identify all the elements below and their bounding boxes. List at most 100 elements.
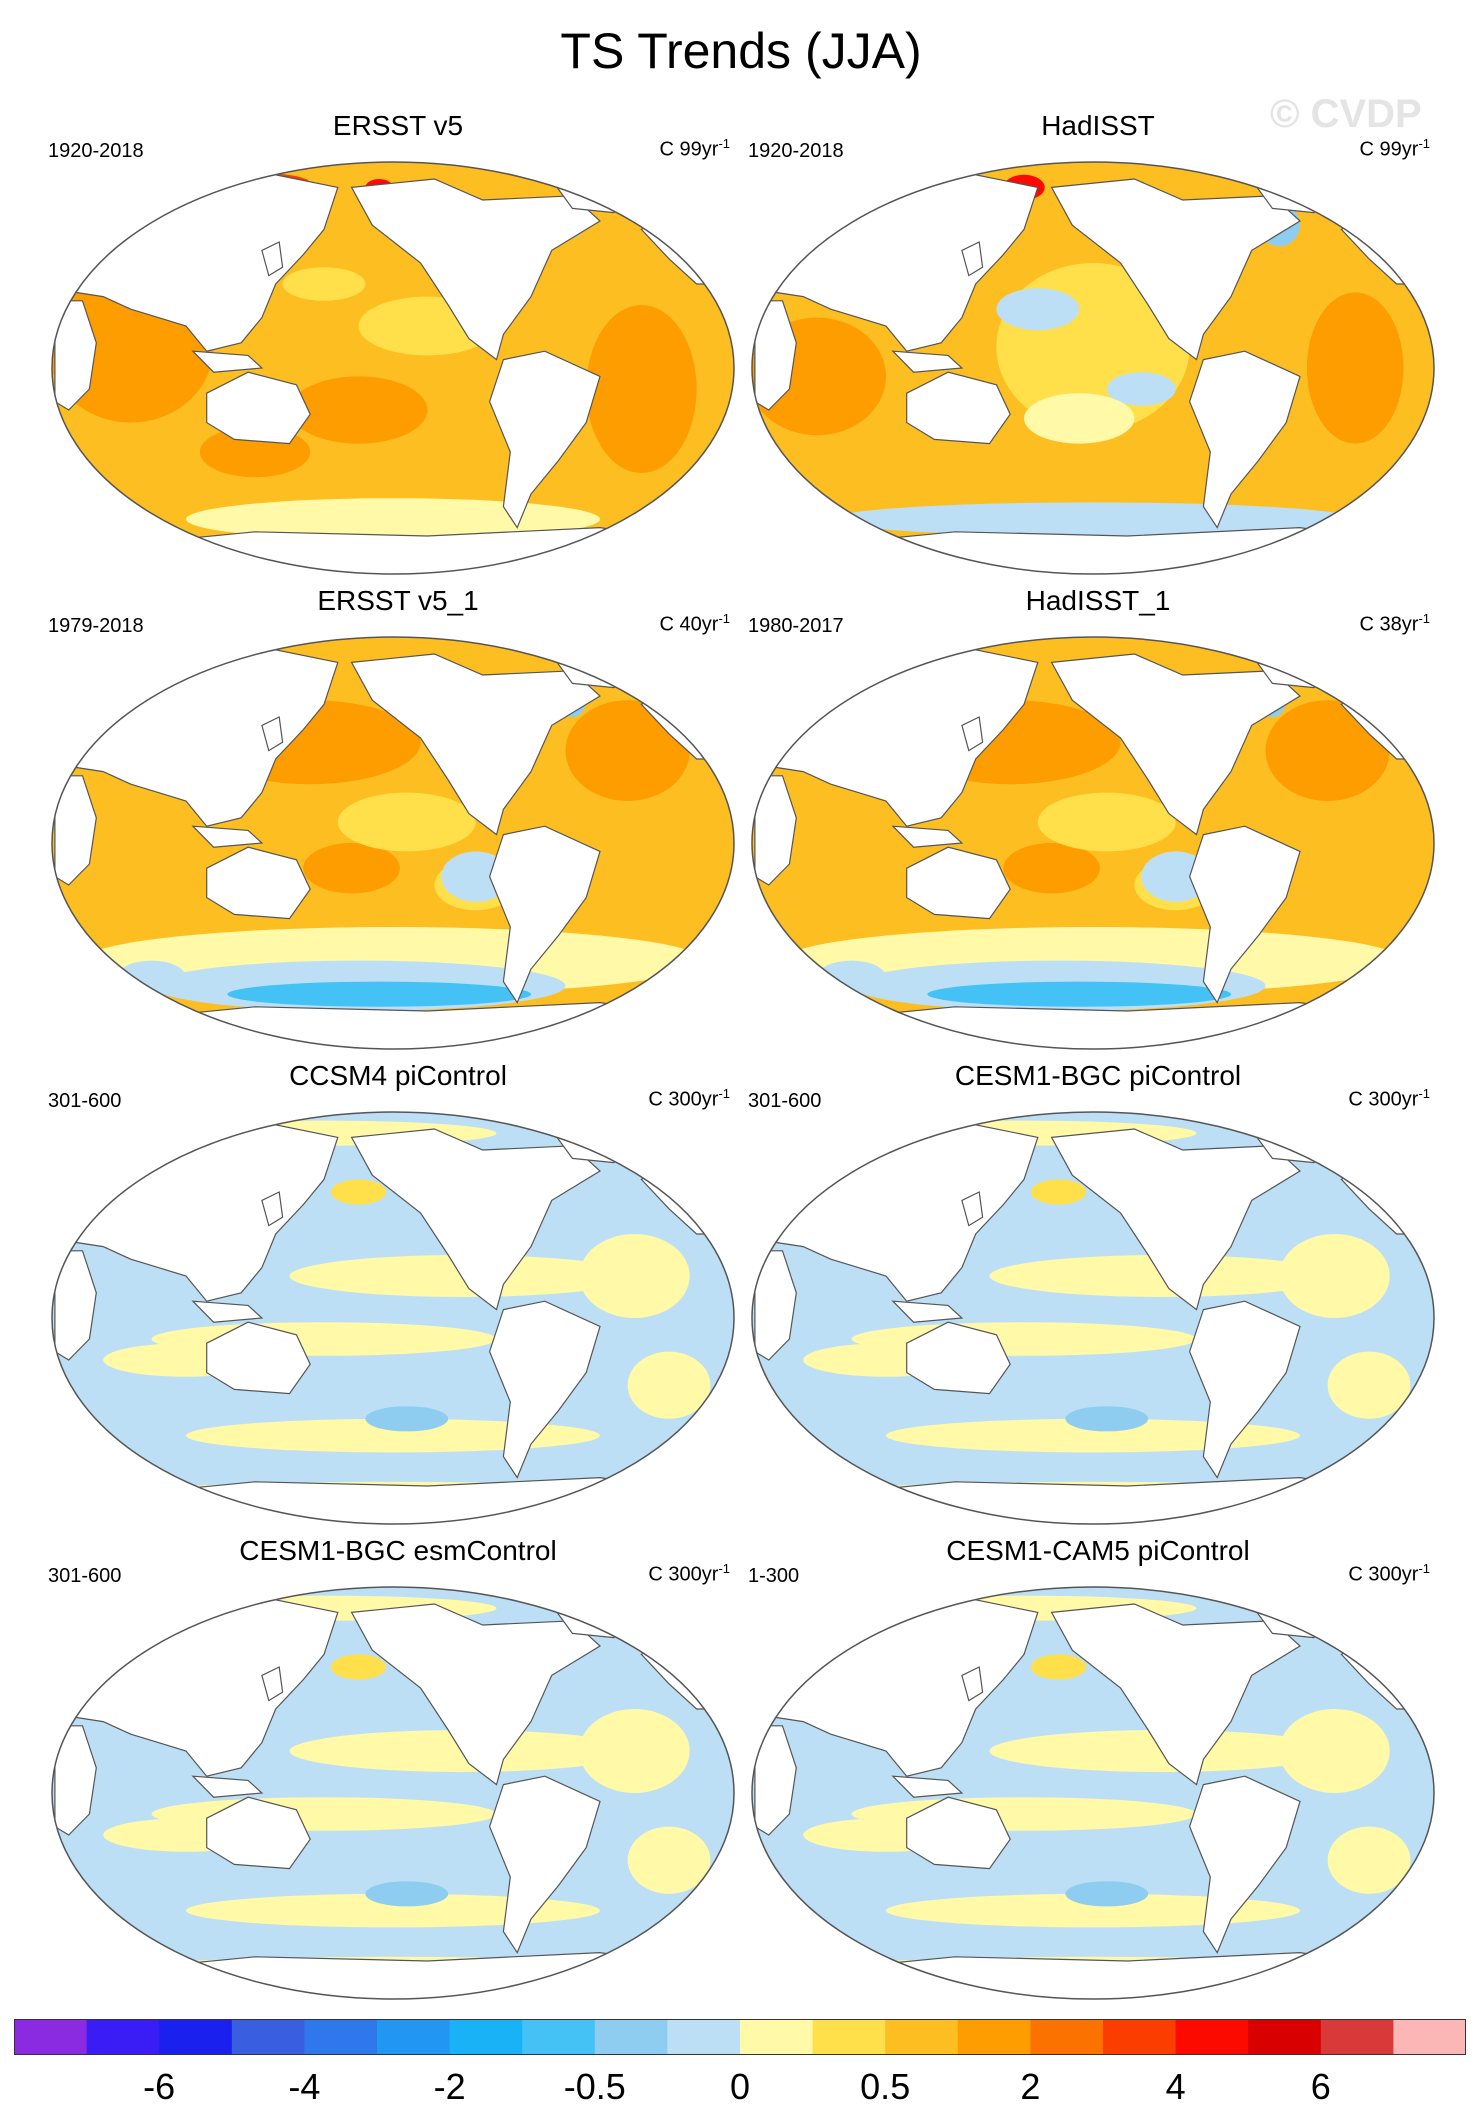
colorbar-segment [885,2019,959,2055]
robinson-map [51,161,735,575]
trend-contour [227,981,531,1007]
colorbar-tick-label: -2 [433,2066,466,2107]
land-samerica [1188,825,1301,1004]
robinson-map [751,636,1435,1050]
colorbar-segment [1175,2019,1249,2055]
land-namerica [350,1128,601,1311]
trend-contour [365,1881,449,1907]
panel-period: 1920-2018 [748,140,844,162]
land-australia [906,1796,1011,1870]
colorbar-segment [1030,2019,1104,2055]
panel-units: C 99yr-1 [659,136,730,161]
land-indonesia [891,825,964,848]
map-panel: HadISST_1 1980-2017 C 38yr-1 [748,585,1448,1055]
colorbar-tick-label: 0 [729,2066,751,2107]
land-japan [261,716,284,752]
trend-contour [627,1826,711,1894]
map-panel: CCSM4 piControl 301-600 C 300yr-1 [48,1060,748,1530]
trend-contour [627,1351,711,1419]
colorbar-segment [594,2019,668,2055]
trend-contour [565,700,690,801]
panel-units: C 38yr-1 [1359,611,1430,636]
map-outline [751,1111,1435,1525]
land-japan [261,241,284,277]
colorbar-segment [86,2019,160,2055]
panel-title: HadISST [1041,110,1155,141]
land-indonesia [891,1300,964,1323]
colorbar-tick-label: 0.5 [860,2066,911,2107]
land-antarctica [81,1476,712,1524]
map-outline [751,161,1435,575]
panel-period: 1979-2018 [48,615,144,637]
map-outline [51,1111,735,1525]
land-antarctica [81,1951,712,1999]
colorbar-tick-label: -6 [143,2066,176,2107]
colorbar-tick-label: -0.5 [563,2066,626,2107]
land-antarctica [81,526,712,574]
trend-contour [844,170,928,188]
colorbar [14,2019,1466,2055]
panel-units: C 300yr-1 [1348,1561,1430,1586]
robinson-map [51,1111,735,1525]
trend-contour [1106,372,1176,406]
trend-contour [441,851,511,902]
robinson-map [51,1586,735,2000]
trend-contour [1265,700,1390,801]
colorbar-segment [957,2019,1031,2055]
land-antarctica [781,1476,1412,1524]
land-japan [961,1191,984,1227]
trend-contour [1030,1654,1087,1680]
colorbar-segment [1393,2019,1466,2055]
trend-contour [1327,1826,1411,1894]
trend-contour [330,1179,387,1205]
panel-title: ERSST v5_1 [317,585,479,616]
land-australia [906,371,1011,445]
trend-contour [365,1406,449,1432]
colorbar-segment [522,2019,596,2055]
land-antarctica [781,526,1412,574]
land-samerica [488,1775,601,1954]
trend-contour [1327,1351,1411,1419]
trend-contour [330,1654,387,1680]
panel-units: C 99yr-1 [1359,136,1430,161]
land-indonesia [191,1300,264,1323]
trend-contour [579,1234,690,1318]
trend-contour [1065,1881,1149,1907]
panel-period: 301-600 [748,1090,822,1112]
trend-contour [1037,792,1176,852]
land-namerica [1050,1128,1301,1311]
panel-units: C 40yr-1 [659,611,730,636]
map-outline [51,636,735,1050]
land-samerica [488,1300,601,1479]
land-japan [961,716,984,752]
trend-contour [586,305,697,473]
colorbar-segment [1103,2019,1177,2055]
land-japan [961,241,984,277]
figure-title: TS Trends (JJA) [560,23,922,79]
colorbar-segment [304,2019,378,2055]
colorbar-segment [159,2019,233,2055]
land-japan [261,1191,284,1227]
trend-contour [1141,851,1211,902]
map-panel: ERSST v5_1 1979-2018 C 40yr-1 [48,585,748,1055]
map-panel: CESM1-CAM5 piControl 1-300 C 300yr-1 [748,1535,1448,2005]
land-australia [206,846,311,920]
land-indonesia [891,350,964,373]
land-antarctica [781,1951,1412,1999]
land-antarctica [781,1001,1412,1049]
trend-contour [1030,1179,1087,1205]
land-australia [206,371,311,445]
trend-contour [1024,393,1135,444]
map-panel: CESM1-BGC esmControl 301-600 C 300yr-1 [48,1535,748,2005]
land-japan [961,1666,984,1702]
trend-contour [186,1893,600,1928]
panel-title: CCSM4 piControl [289,1060,507,1091]
colorbar-tick-label: 2 [1020,2066,1041,2107]
panel-title: CESM1-BGC piControl [954,1060,1242,1091]
robinson-map [51,636,735,1050]
trend-contour [186,498,600,541]
colorbar-segment [377,2019,451,2055]
land-samerica [488,825,601,1004]
colorbar-segment [740,2019,814,2055]
robinson-map [751,161,1435,575]
